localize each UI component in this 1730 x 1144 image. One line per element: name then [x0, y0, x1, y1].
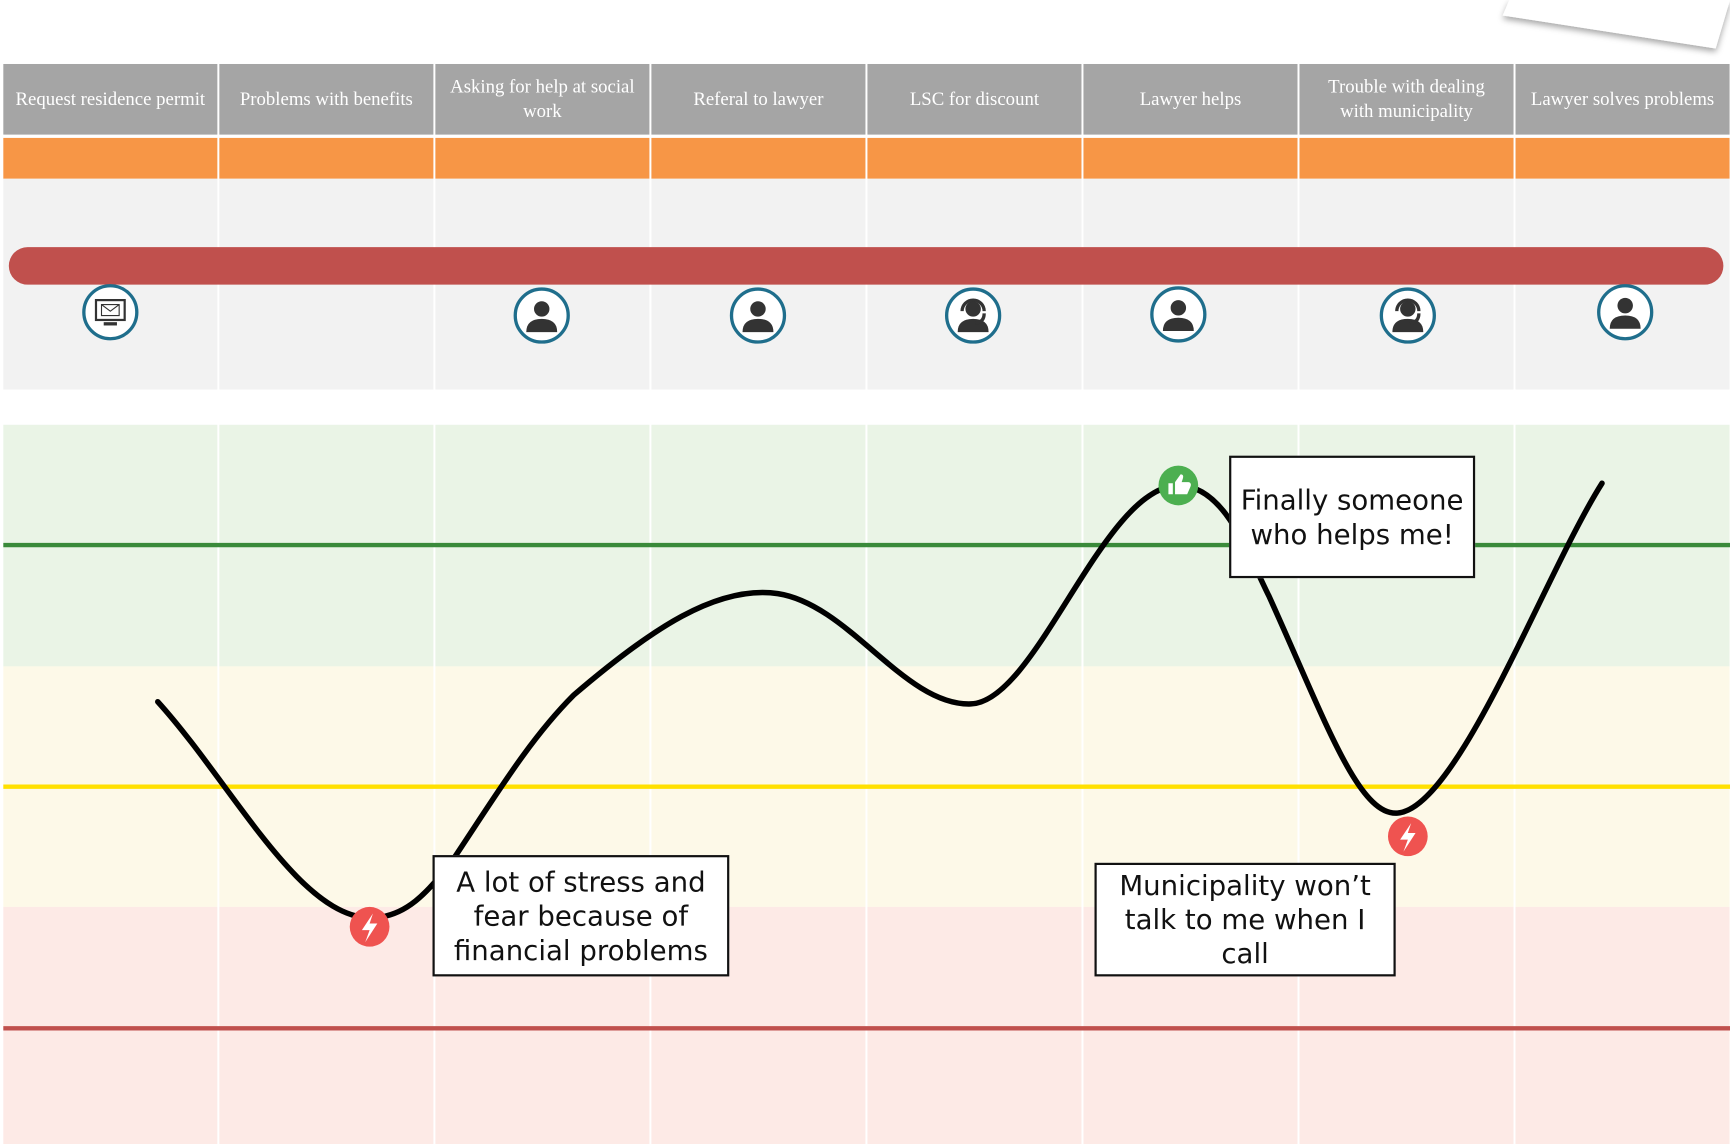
annotation: Finally someone who helps me!	[1229, 455, 1476, 579]
stage-row	[1299, 137, 1514, 179]
annotation: A lot of stress and fear because of fina…	[432, 855, 730, 977]
stage-label: Trouble with dealing with municipality	[1328, 76, 1485, 122]
person-icon	[513, 287, 570, 344]
icon-part	[1395, 298, 1421, 325]
icon-part	[960, 298, 986, 325]
stage-header	[867, 63, 1082, 135]
icon-part	[1400, 301, 1416, 317]
annotation: Municipality won’t talk to me when I cal…	[1094, 862, 1396, 977]
icon-part	[1170, 300, 1187, 316]
monitor-icon	[82, 284, 139, 341]
stage-header	[1515, 63, 1730, 135]
pain-marker	[349, 906, 390, 947]
stage-label: Request residence permit	[15, 88, 206, 110]
emotion-band	[3, 906, 218, 1144]
stage-row	[3, 137, 218, 179]
icon-part	[526, 318, 558, 333]
stage-header	[435, 63, 650, 135]
person-icon	[729, 287, 787, 344]
stage-row	[435, 137, 650, 179]
icon-part	[1162, 317, 1194, 331]
channel-bar	[8, 247, 1724, 285]
stage-label: Referal to lawyer	[693, 88, 824, 110]
headset-icon	[944, 287, 1002, 344]
person-icon	[1150, 286, 1207, 343]
icon-part	[100, 303, 120, 317]
icon-part	[742, 318, 774, 333]
emotion-band	[867, 906, 1082, 1144]
emotion-band	[219, 906, 434, 1144]
icon-part	[94, 298, 126, 322]
stage-header	[1083, 63, 1298, 135]
paper-corner	[1502, 0, 1730, 49]
stage-row	[1515, 137, 1730, 179]
stage-header	[3, 63, 218, 135]
stage-label: Lawyer solves problems	[1530, 88, 1715, 110]
pain-marker	[1387, 816, 1428, 857]
columns	[3, 63, 1730, 1144]
icons	[82, 284, 1654, 344]
icon-part	[965, 301, 981, 317]
stage-row	[1083, 137, 1298, 179]
icon-part	[750, 301, 766, 317]
stage-row	[219, 137, 434, 179]
icon-part	[1609, 315, 1641, 329]
stage-row	[651, 137, 866, 179]
stage-label: Lawyer helps	[1139, 88, 1242, 110]
icon-part	[1617, 297, 1633, 314]
stage-row	[867, 137, 1082, 179]
icon-part	[103, 322, 117, 326]
emotion-curve	[155, 480, 1605, 921]
stage-header	[1299, 63, 1514, 135]
stage-label: Asking for help at social work	[450, 76, 635, 122]
stage-label: LSC for discount	[909, 88, 1040, 110]
headset-icon	[1379, 287, 1436, 344]
stage-header	[651, 63, 866, 135]
gain-marker	[1158, 465, 1199, 506]
person-icon	[1597, 284, 1654, 341]
emotion-band	[1515, 906, 1730, 1144]
icon-part	[534, 301, 550, 317]
stage-header	[219, 63, 434, 135]
stage-label: Problems with benefits	[239, 88, 413, 110]
